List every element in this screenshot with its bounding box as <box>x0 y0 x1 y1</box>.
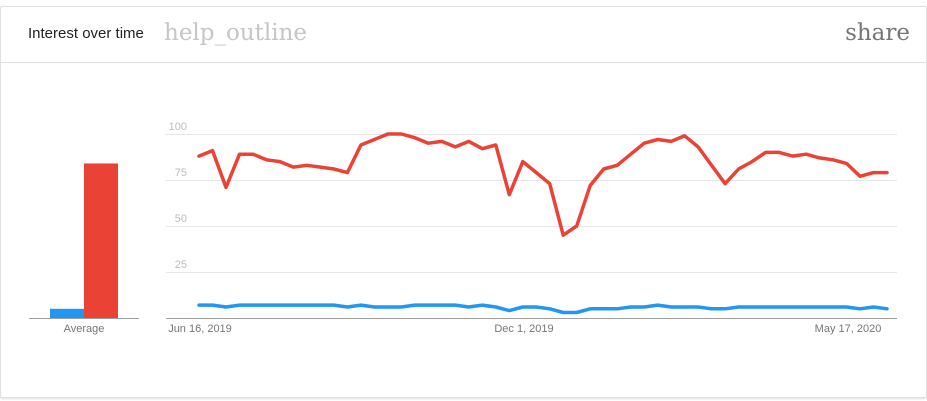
y-tick-label: 50 <box>175 213 187 225</box>
card-header: Interest over time help_outline share <box>1 7 926 63</box>
series-line-red <box>197 132 889 237</box>
interest-chart: Average 25 50 75 100 Jun 16, 2019 Dec 1, 2019… <box>29 121 897 335</box>
y-tick-label: 75 <box>175 167 187 179</box>
x-tick-label: Dec 1, 2019 <box>494 323 553 335</box>
help-outline-icon[interactable]: help_outline <box>164 20 308 46</box>
card-title: Interest over time <box>28 25 144 42</box>
average-label: Average <box>64 323 105 335</box>
line-chart: 25 50 75 100 Jun 16, 2019 Dec 1, 2019 May 17, … <box>166 121 897 335</box>
x-tick-label: May 17, 2020 <box>815 323 882 335</box>
average-bar-chart: Average <box>29 163 139 335</box>
share-icon[interactable]: share <box>845 20 910 46</box>
x-tick-label: Jun 16, 2019 <box>168 323 232 335</box>
series-line-blue <box>197 303 889 315</box>
average-bar-blue <box>50 308 84 318</box>
interest-over-time-card: Interest over time help_outline share Av… <box>0 6 927 398</box>
average-bar-red <box>84 163 118 318</box>
y-tick-label: 100 <box>169 121 187 133</box>
y-tick-label: 25 <box>175 259 187 271</box>
